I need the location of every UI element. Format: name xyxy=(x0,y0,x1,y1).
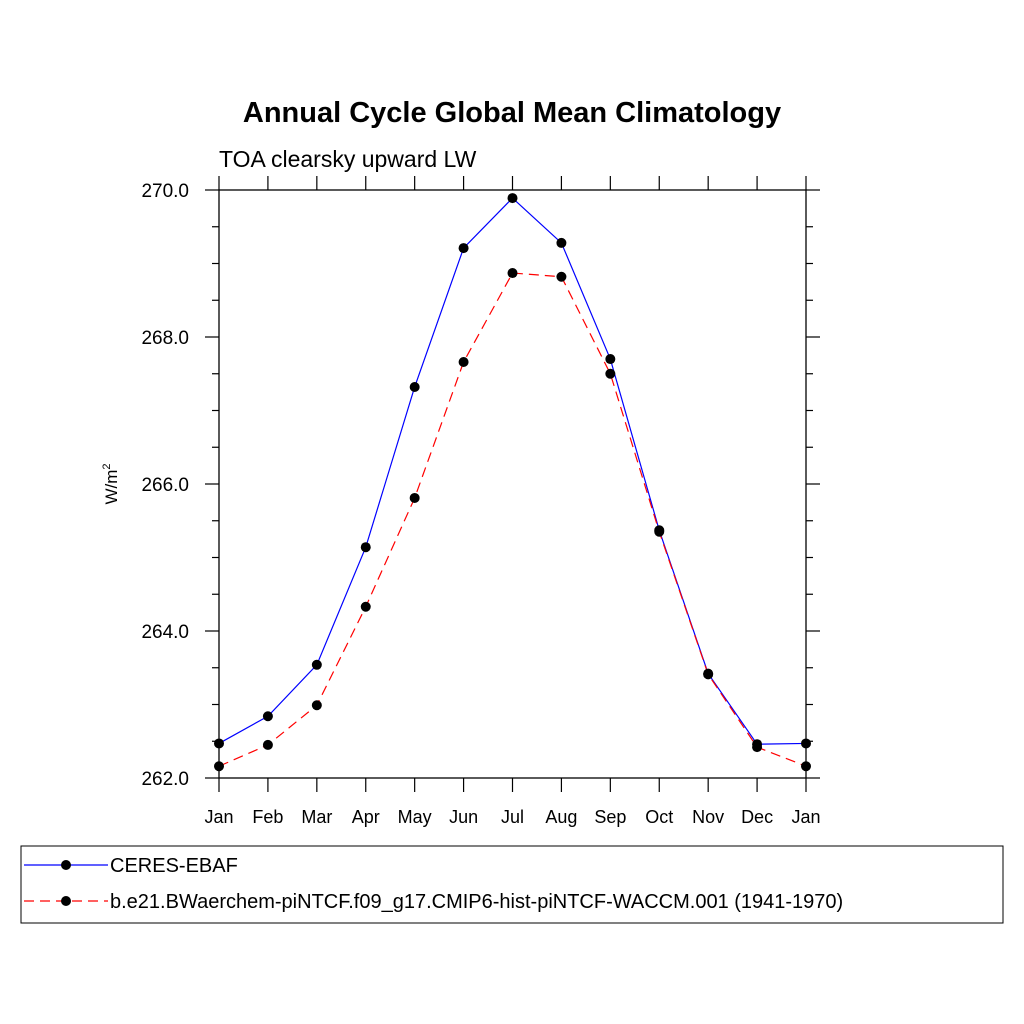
series-2-point xyxy=(654,526,665,537)
series-2-point xyxy=(801,761,811,772)
series-1-point xyxy=(311,659,322,670)
series-1-point xyxy=(458,243,469,254)
y-tick-label: 264.0 xyxy=(141,622,189,643)
series-2-point xyxy=(507,268,518,279)
x-tick-label: Dec xyxy=(741,807,773,827)
series-2-point xyxy=(605,368,616,379)
chart-title: Annual Cycle Global Mean Climatology xyxy=(243,97,781,129)
x-tick-label: Jul xyxy=(501,807,524,827)
x-tick-label: May xyxy=(398,807,432,827)
y-axis-label: W/m2 xyxy=(101,463,121,504)
series-1-point xyxy=(214,738,224,749)
x-tick-labels: Jan Feb Mar Apr May Jun Jul Aug Sep Oct Nov Dec Jan xyxy=(204,807,820,827)
x-tick-label: Aug xyxy=(545,807,577,827)
chart-subtitle: TOA clearsky upward LW xyxy=(219,146,477,172)
series-2-point xyxy=(214,761,224,772)
x-tick-label: Sep xyxy=(594,807,626,827)
series-2-point xyxy=(556,271,567,282)
y-tick-label: 268.0 xyxy=(141,328,189,349)
x-tick-label: Nov xyxy=(692,807,724,827)
y-tick-label: 262.0 xyxy=(141,769,189,790)
series-1-point xyxy=(507,193,518,204)
series-2-point xyxy=(409,492,420,503)
series-2-point xyxy=(262,739,273,750)
legend-label-1: CERES-EBAF xyxy=(110,855,238,877)
series-1-point xyxy=(556,237,567,248)
y-tick-label: 266.0 xyxy=(141,475,189,496)
series-1-point xyxy=(801,738,811,749)
series-2-point xyxy=(752,742,763,753)
legend-label-2: b.e21.BWaerchem-piNTCF.f09_g17.CMIP6-his… xyxy=(110,891,843,913)
series-1-point xyxy=(605,354,616,365)
y-tick-labels: 262.0 264.0 266.0 268.0 270.0 xyxy=(141,181,189,790)
series-1-point xyxy=(360,542,371,553)
x-tick-label: Jun xyxy=(449,807,478,827)
legend: CERES-EBAF b.e21.BWaerchem-piNTCF.f09_g17… xyxy=(24,855,843,913)
x-tick-label: Feb xyxy=(252,807,283,827)
legend-marker-2 xyxy=(61,896,71,906)
series-lines xyxy=(218,197,807,767)
y-axis-label-superscript: 2 xyxy=(101,463,113,469)
y-tick-label: 270.0 xyxy=(141,181,189,202)
series-2-point xyxy=(360,601,371,612)
legend-marker-1 xyxy=(61,860,71,870)
y-axis-label-text: W/m xyxy=(102,470,121,505)
x-tick-label: Mar xyxy=(301,807,332,827)
legend-box xyxy=(20,845,1004,924)
series-markers xyxy=(214,193,811,772)
series-line-1 xyxy=(218,197,807,745)
plot-frame xyxy=(218,189,807,779)
series-line-2 xyxy=(218,272,807,767)
axis-ticks xyxy=(205,176,820,792)
series-1-point xyxy=(262,711,273,722)
x-tick-label: Oct xyxy=(645,807,673,827)
x-tick-label: Jan xyxy=(791,807,820,827)
series-1-point xyxy=(409,381,420,392)
series-2-point xyxy=(703,669,714,680)
x-tick-label: Apr xyxy=(352,807,380,827)
x-tick-label: Jan xyxy=(204,807,233,827)
series-2-point xyxy=(458,356,469,367)
series-2-point xyxy=(311,700,322,711)
